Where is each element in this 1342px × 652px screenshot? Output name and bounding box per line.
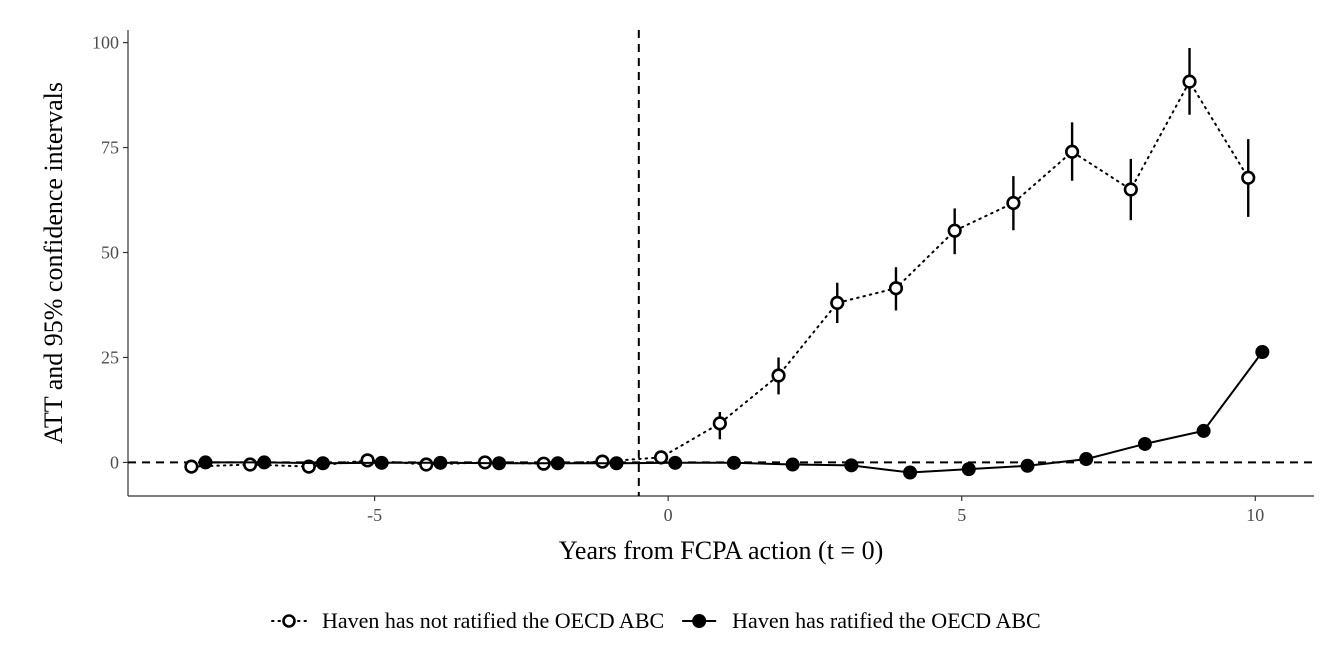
- data-point: [830, 295, 845, 310]
- data-point: [198, 455, 213, 470]
- data-point: [1065, 144, 1080, 159]
- legend: Haven has not ratified the OECD ABC Haven…: [271, 608, 1041, 633]
- data-point: [668, 455, 683, 470]
- data-point: [315, 456, 330, 471]
- series-1: [198, 345, 1270, 480]
- legend-key-marker: [692, 614, 707, 628]
- legend-item-1: Haven has ratified the OECD ABC: [682, 608, 1041, 633]
- data-point: [771, 368, 786, 383]
- series-layer: [184, 48, 1270, 480]
- x-tick-label: -5: [367, 505, 382, 525]
- x-axis-title: Years from FCPA action (t = 0): [559, 536, 884, 565]
- data-point: [1196, 423, 1211, 438]
- data-point: [374, 455, 389, 470]
- data-point: [419, 457, 434, 472]
- data-point: [888, 281, 904, 296]
- data-point: [844, 458, 859, 473]
- data-point: [609, 456, 624, 471]
- data-point: [961, 462, 976, 477]
- data-point: [360, 453, 375, 468]
- data-point: [1079, 452, 1094, 467]
- legend-key-marker: [282, 614, 296, 628]
- legend-label: Haven has not ratified the OECD ABC: [322, 608, 664, 633]
- x-tick-label: 10: [1246, 505, 1264, 525]
- data-point: [1020, 458, 1035, 473]
- data-point: [257, 455, 272, 470]
- x-ticks: -5 0 5 10: [367, 496, 1264, 525]
- data-point: [492, 456, 507, 471]
- data-point: [1241, 170, 1256, 185]
- data-point: [595, 454, 610, 469]
- data-point: [903, 465, 918, 480]
- y-tick-label: 50: [101, 243, 119, 263]
- x-tick-label: 5: [957, 505, 966, 525]
- data-point: [726, 455, 741, 470]
- y-tick-label: 75: [101, 138, 119, 158]
- x-tick-label: 0: [664, 505, 673, 525]
- y-axis-title: ATT and 95% confidence intervals: [39, 82, 68, 444]
- y-tick-label: 100: [92, 33, 119, 53]
- axes: [127, 30, 1314, 497]
- data-point: [243, 457, 258, 472]
- data-point: [654, 450, 669, 465]
- data-point: [712, 416, 727, 431]
- series-0: [184, 48, 1256, 474]
- data-point: [550, 456, 565, 471]
- legend-item-0: Haven has not ratified the OECD ABC: [271, 608, 664, 633]
- data-point: [1255, 345, 1270, 360]
- data-point: [1123, 182, 1138, 197]
- data-point: [184, 459, 199, 474]
- data-point: [947, 223, 962, 238]
- data-point: [1182, 74, 1197, 89]
- series-line: [190, 79, 1250, 468]
- legend-label: Haven has ratified the OECD ABC: [732, 608, 1041, 633]
- y-ticks: 0 25 50 75 100: [92, 33, 128, 472]
- y-tick-label: 0: [110, 452, 119, 472]
- data-point: [1006, 195, 1021, 211]
- data-point: [785, 457, 800, 472]
- data-point: [1137, 436, 1152, 451]
- y-tick-label: 25: [101, 347, 119, 367]
- data-point: [433, 455, 448, 470]
